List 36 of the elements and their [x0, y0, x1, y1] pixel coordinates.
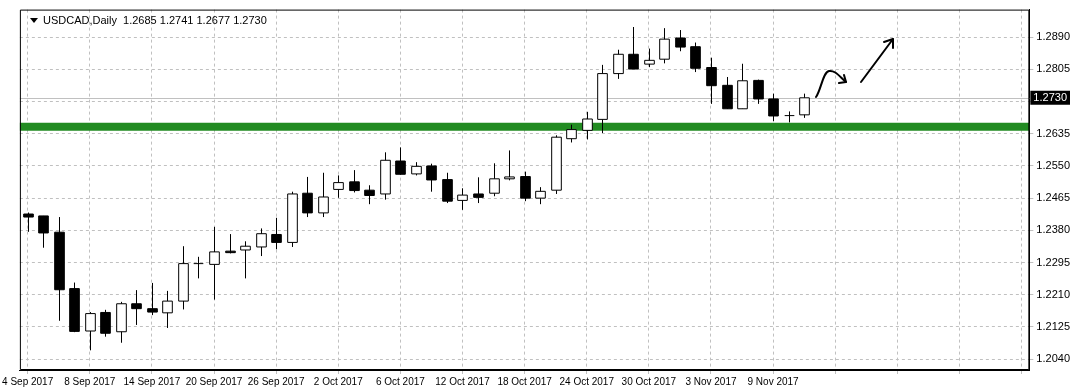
x-tick-label: 20 Sep 2017	[185, 375, 243, 387]
candlestick	[442, 172, 453, 204]
candlestick	[147, 282, 158, 316]
candlestick	[690, 42, 701, 73]
chart-title: USDCAD,Daily 1.2685 1.2741 1.2677 1.2730	[43, 14, 267, 26]
candlestick	[193, 256, 204, 279]
x-tick-label: 24 Oct 2017	[559, 375, 615, 387]
candlestick	[784, 110, 795, 123]
y-tick-label: 1.2550	[1036, 158, 1071, 171]
x-tick-label: 18 Oct 2017	[497, 375, 553, 387]
y-tick-label: 1.2040	[1036, 352, 1071, 365]
x-tick-label: 6 Oct 2017	[375, 375, 426, 387]
x-tick-label: 9 Nov 2017	[747, 375, 800, 387]
x-tick-label: 3 Nov 2017	[685, 375, 737, 387]
x-tick-label: 30 Oct 2017	[621, 375, 677, 387]
x-tick-label: 26 Sep 2017	[247, 375, 305, 387]
x-tick-label: 12 Oct 2017	[435, 375, 491, 387]
x-tick-label: 2 Oct 2017	[313, 375, 364, 387]
candlestick	[520, 171, 531, 202]
x-tick-label: 4 Sep 2017	[2, 375, 54, 387]
y-tick-label: 1.2295	[1036, 255, 1071, 268]
y-tick-label: 1.2805	[1036, 62, 1071, 75]
y-tick-label: 1.2890	[1036, 30, 1071, 43]
y-tick-label: 1.2210	[1036, 287, 1071, 300]
ref-line-label: 1.2730	[1033, 90, 1068, 103]
candlestick	[209, 226, 220, 301]
y-tick-label: 1.2380	[1036, 223, 1071, 236]
x-tick-label: 8 Sep 2017	[64, 375, 116, 387]
y-tick-label: 1.2125	[1036, 319, 1071, 332]
x-tick-label: 14 Sep 2017	[123, 375, 181, 387]
candlestick	[100, 309, 111, 338]
y-tick-label: 1.2635	[1036, 126, 1071, 139]
candlestick	[489, 162, 500, 197]
candlestick	[473, 176, 484, 204]
candlestick	[333, 174, 344, 199]
y-tick-label: 1.2465	[1036, 191, 1071, 204]
